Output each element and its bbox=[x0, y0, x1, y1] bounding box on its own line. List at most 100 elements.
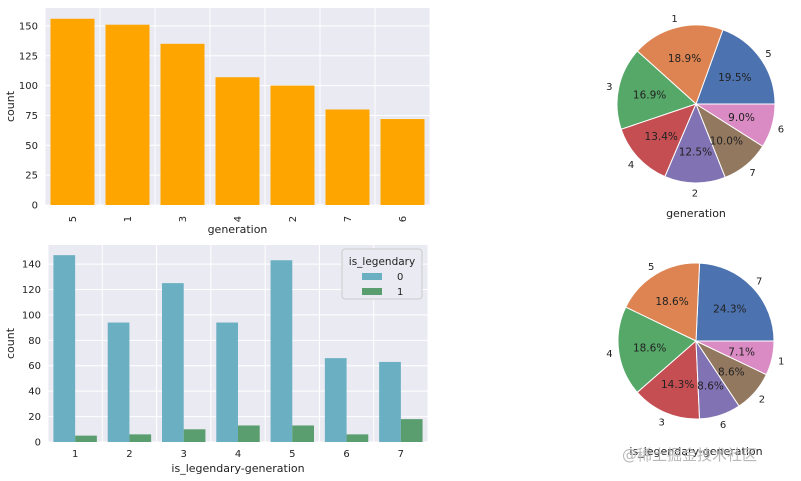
y-tick-label: 140 bbox=[22, 260, 41, 271]
bar bbox=[324, 358, 347, 442]
x-tick-label: 3 bbox=[181, 449, 187, 460]
x-tick-label: 4 bbox=[235, 449, 241, 460]
x-tick-label: 1 bbox=[123, 216, 134, 222]
pie-pct-label: 14.3% bbox=[661, 379, 694, 391]
y-axis-label: count bbox=[4, 90, 17, 122]
y-axis-label: count bbox=[4, 327, 17, 359]
y-tick-label: 100 bbox=[19, 81, 38, 92]
pie-pct-label: 12.5% bbox=[679, 146, 712, 158]
pie-pct-label: 19.5% bbox=[718, 72, 751, 84]
bar bbox=[50, 18, 95, 206]
bar bbox=[215, 77, 260, 205]
pie-xlabel: is_legendary-generation bbox=[629, 445, 762, 458]
legendary-generation-grouped-bar-chart: 0 20 40 60 80 100 120 140 1 2 3 4 5 6 7 is_legendary-ge… bbox=[4, 245, 429, 475]
pie-slice-label: 6 bbox=[778, 125, 784, 136]
bar bbox=[325, 109, 370, 205]
x-tick-label: 2 bbox=[126, 449, 132, 460]
pie-pct-label: 18.6% bbox=[655, 296, 688, 308]
x-tick-label: 5 bbox=[289, 449, 295, 460]
x-tick-label: 1 bbox=[72, 449, 78, 460]
pie-slice bbox=[664, 102, 726, 184]
x-tick-label: 6 bbox=[343, 449, 349, 460]
y-tick-label: 80 bbox=[28, 336, 41, 347]
bar bbox=[270, 260, 293, 442]
pie-slice-label: 3 bbox=[659, 417, 665, 428]
bar bbox=[216, 322, 238, 442]
pie-pct-label: 10.0% bbox=[710, 135, 743, 147]
pie-slice bbox=[695, 29, 776, 105]
pie-slice-label: 2 bbox=[759, 394, 765, 405]
bar bbox=[53, 255, 76, 442]
generation-pie-chart: 5 19.5% 1 18.9% 3 16.9% 4 13.4% 2 12.5% 7 10.0% 6 9.0… bbox=[606, 14, 784, 220]
bar bbox=[238, 425, 260, 442]
x-axis-label: is_legendary-generation bbox=[171, 462, 304, 475]
bar bbox=[292, 425, 314, 442]
x-tick-label: 7 bbox=[343, 216, 354, 222]
pie-pct-label: 8.6% bbox=[697, 380, 724, 392]
pie-slice-label: 3 bbox=[606, 82, 612, 93]
pie-xlabel: generation bbox=[666, 207, 726, 220]
bar bbox=[75, 435, 97, 442]
bar bbox=[270, 85, 315, 205]
pie-pct-label: 16.9% bbox=[633, 89, 666, 101]
pie-slice-label: 1 bbox=[671, 14, 677, 25]
bar bbox=[400, 419, 423, 442]
watermark-text: @稀土掘金技术社区 bbox=[622, 446, 757, 464]
pie-slice bbox=[695, 262, 775, 342]
legendary-generation-pie-chart: 7 24.3% 5 18.6% 4 18.6% 3 14.3% 6 8.6% 2 8.6% 1 7.1% i… bbox=[606, 262, 784, 458]
x-tick-label: 2 bbox=[288, 216, 299, 222]
pie-slice bbox=[616, 50, 697, 130]
y-tick-label: 75 bbox=[25, 111, 38, 122]
pie-slice bbox=[695, 340, 775, 376]
bar bbox=[162, 283, 184, 442]
pie-pct-label: 24.3% bbox=[713, 304, 746, 316]
bar bbox=[105, 24, 150, 206]
pie-slice bbox=[620, 103, 697, 178]
bar bbox=[380, 119, 425, 205]
pie-pct-label: 18.9% bbox=[668, 53, 701, 65]
legend-entry: 1 bbox=[397, 287, 403, 298]
bar bbox=[160, 43, 205, 206]
pie-pct-label: 13.4% bbox=[645, 131, 678, 143]
pie-pct-label: 18.6% bbox=[633, 342, 666, 354]
legend-entry: 0 bbox=[397, 272, 403, 283]
pie-slice-label: 5 bbox=[648, 262, 654, 273]
x-tick-label: 5 bbox=[68, 216, 79, 222]
y-tick-label: 100 bbox=[22, 310, 41, 321]
x-axis-label: generation bbox=[208, 223, 268, 236]
legend-title: is_legendary bbox=[349, 256, 415, 268]
x-tick-label: 7 bbox=[398, 449, 404, 460]
bar bbox=[183, 429, 206, 442]
pie-slice-label: 6 bbox=[720, 420, 726, 431]
legend-swatch bbox=[362, 273, 382, 280]
x-tick-label: 4 bbox=[233, 216, 244, 222]
y-tick-label: 0 bbox=[32, 201, 38, 212]
bar bbox=[379, 361, 401, 442]
pie-pct-label: 8.6% bbox=[718, 367, 745, 379]
pie-slice-label: 4 bbox=[628, 160, 634, 171]
generation-count-bar-chart: 0 25 50 75 100 125 150 5 1 3 4 2 7 6 generation count bbox=[4, 8, 431, 236]
y-tick-label: 0 bbox=[35, 438, 41, 449]
bar bbox=[346, 434, 369, 442]
y-tick-label: 20 bbox=[28, 412, 41, 423]
y-tick-label: 120 bbox=[22, 285, 41, 296]
y-tick-label: 125 bbox=[19, 51, 38, 62]
y-tick-label: 60 bbox=[28, 361, 41, 372]
x-tick-label: 6 bbox=[398, 216, 409, 222]
pie-slice-label: 5 bbox=[765, 49, 771, 60]
y-tick-label: 25 bbox=[25, 171, 38, 182]
x-tick-label: 3 bbox=[178, 216, 189, 222]
pie-slice bbox=[694, 103, 776, 147]
pie-slice-label: 7 bbox=[749, 168, 755, 179]
pie-slice-label: 1 bbox=[778, 356, 784, 367]
pie-pct-label: 9.0% bbox=[728, 112, 755, 124]
y-tick-label: 150 bbox=[19, 21, 38, 32]
pie-slice bbox=[636, 24, 724, 105]
bar bbox=[107, 322, 130, 442]
pie-slice-label: 2 bbox=[692, 188, 698, 199]
y-tick-label: 50 bbox=[25, 141, 38, 152]
pie-slice bbox=[617, 306, 697, 394]
pie-pct-label: 7.1% bbox=[728, 346, 755, 358]
legend-swatch bbox=[362, 288, 382, 295]
